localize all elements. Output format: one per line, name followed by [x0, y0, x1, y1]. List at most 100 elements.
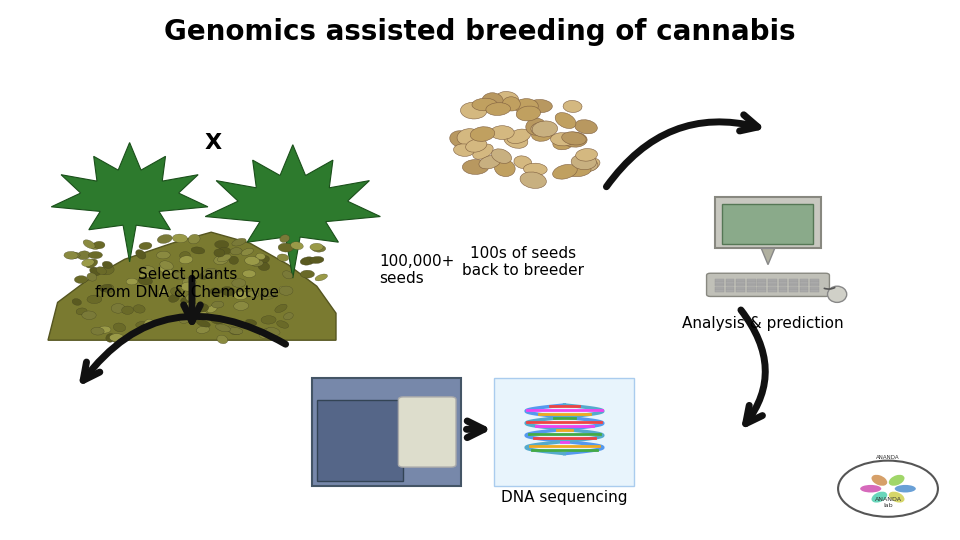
Ellipse shape [106, 334, 115, 342]
FancyBboxPatch shape [757, 289, 766, 292]
Ellipse shape [214, 255, 228, 265]
FancyBboxPatch shape [789, 287, 798, 289]
Ellipse shape [565, 164, 591, 177]
FancyBboxPatch shape [726, 284, 734, 286]
Ellipse shape [75, 276, 87, 284]
Polygon shape [205, 145, 380, 278]
Ellipse shape [300, 270, 315, 278]
Ellipse shape [104, 285, 114, 293]
FancyBboxPatch shape [715, 279, 724, 281]
Ellipse shape [514, 99, 539, 113]
Ellipse shape [571, 154, 596, 170]
Text: X: X [204, 133, 222, 153]
Ellipse shape [562, 132, 588, 147]
Ellipse shape [457, 129, 480, 145]
Ellipse shape [226, 326, 237, 333]
FancyBboxPatch shape [757, 287, 766, 289]
Ellipse shape [277, 254, 289, 261]
Ellipse shape [872, 475, 887, 486]
Ellipse shape [96, 267, 107, 275]
Ellipse shape [112, 335, 126, 344]
Ellipse shape [860, 485, 881, 492]
Ellipse shape [279, 286, 289, 293]
Polygon shape [48, 232, 336, 340]
Ellipse shape [576, 148, 597, 161]
Ellipse shape [562, 132, 587, 145]
Ellipse shape [88, 252, 103, 259]
Ellipse shape [212, 301, 224, 308]
Text: 100,000+
seeds: 100,000+ seeds [379, 254, 455, 286]
FancyBboxPatch shape [810, 279, 819, 281]
Ellipse shape [82, 311, 96, 320]
Ellipse shape [181, 282, 195, 291]
Ellipse shape [463, 159, 489, 174]
FancyBboxPatch shape [747, 281, 756, 284]
Ellipse shape [72, 299, 82, 305]
Ellipse shape [523, 163, 547, 176]
Ellipse shape [246, 319, 256, 326]
FancyBboxPatch shape [789, 281, 798, 284]
Ellipse shape [139, 242, 152, 249]
Ellipse shape [516, 106, 540, 121]
FancyBboxPatch shape [810, 284, 819, 286]
FancyBboxPatch shape [768, 279, 777, 281]
Ellipse shape [195, 303, 208, 312]
Ellipse shape [102, 261, 112, 268]
Ellipse shape [276, 321, 289, 328]
Ellipse shape [259, 330, 271, 338]
Ellipse shape [197, 320, 210, 327]
Ellipse shape [453, 144, 474, 157]
Ellipse shape [100, 285, 112, 292]
Ellipse shape [450, 131, 471, 147]
Ellipse shape [486, 103, 511, 116]
FancyBboxPatch shape [757, 279, 766, 281]
Ellipse shape [84, 240, 95, 248]
Ellipse shape [532, 121, 558, 137]
Ellipse shape [207, 305, 217, 313]
Ellipse shape [65, 252, 80, 259]
Ellipse shape [221, 287, 235, 296]
Text: DNA sequencing: DNA sequencing [501, 490, 628, 505]
Ellipse shape [282, 271, 293, 279]
Ellipse shape [87, 273, 97, 281]
Ellipse shape [553, 137, 573, 150]
FancyBboxPatch shape [810, 281, 819, 284]
Ellipse shape [889, 475, 904, 486]
FancyBboxPatch shape [494, 378, 634, 486]
Ellipse shape [94, 241, 105, 249]
Ellipse shape [482, 93, 503, 110]
Text: 100s of seeds
back to breeder: 100s of seeds back to breeder [462, 246, 585, 278]
FancyBboxPatch shape [736, 279, 745, 281]
Ellipse shape [494, 160, 516, 177]
FancyBboxPatch shape [747, 284, 756, 286]
FancyBboxPatch shape [715, 287, 724, 289]
FancyBboxPatch shape [779, 287, 787, 289]
Ellipse shape [575, 120, 597, 134]
Ellipse shape [495, 91, 518, 106]
Ellipse shape [526, 118, 546, 135]
Ellipse shape [279, 235, 290, 242]
Ellipse shape [472, 144, 493, 159]
FancyBboxPatch shape [789, 289, 798, 292]
FancyBboxPatch shape [726, 279, 734, 281]
FancyBboxPatch shape [800, 289, 808, 292]
Ellipse shape [85, 259, 98, 268]
Text: Genomics assisted breeding of cannabis: Genomics assisted breeding of cannabis [164, 18, 796, 46]
Ellipse shape [64, 252, 78, 259]
Ellipse shape [126, 278, 137, 285]
Ellipse shape [173, 234, 187, 242]
Ellipse shape [574, 158, 598, 172]
Ellipse shape [310, 256, 324, 264]
Ellipse shape [87, 295, 102, 303]
FancyBboxPatch shape [707, 273, 829, 296]
Ellipse shape [139, 272, 151, 279]
Ellipse shape [113, 323, 126, 332]
Ellipse shape [173, 272, 185, 280]
FancyBboxPatch shape [715, 289, 724, 292]
Ellipse shape [210, 288, 221, 295]
FancyBboxPatch shape [789, 284, 798, 286]
Ellipse shape [89, 267, 101, 275]
Ellipse shape [180, 297, 194, 305]
Ellipse shape [182, 278, 196, 287]
Ellipse shape [141, 266, 155, 273]
